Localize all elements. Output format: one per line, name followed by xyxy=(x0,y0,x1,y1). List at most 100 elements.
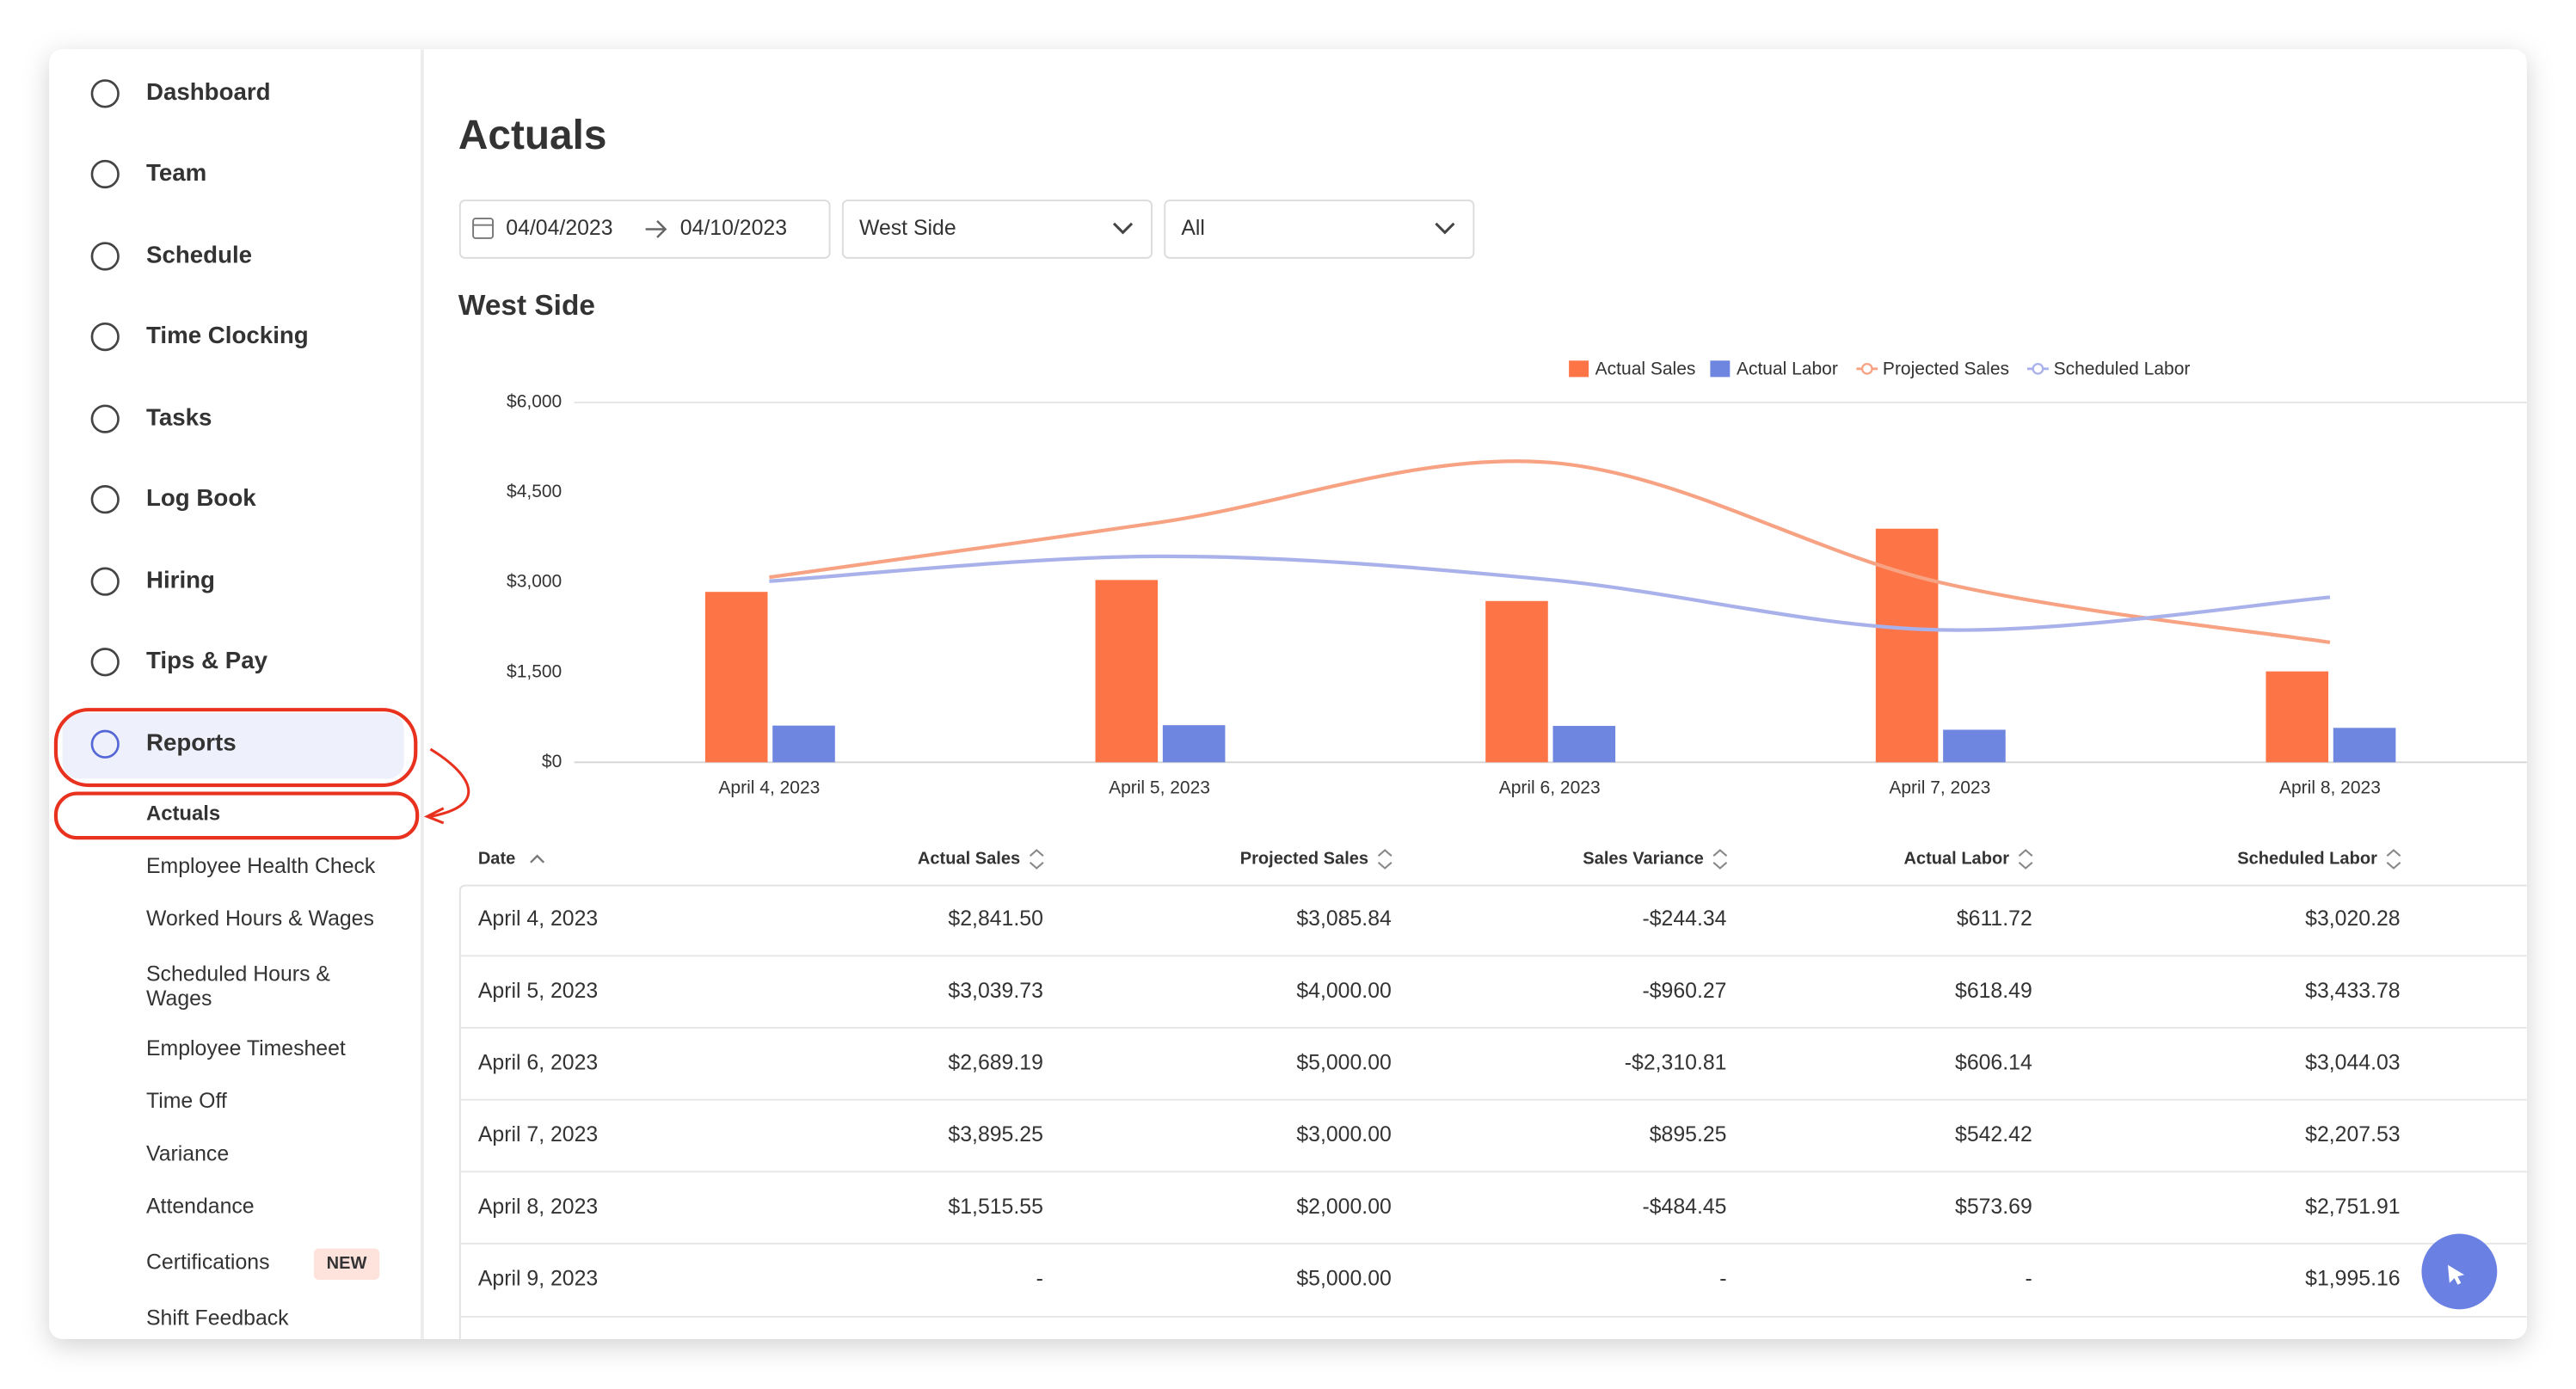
help-button[interactable] xyxy=(2421,1233,2498,1310)
table-body xyxy=(458,884,2527,1339)
nav-item[interactable]: Time Clocking xyxy=(146,322,309,348)
table-cell: $3,895.25 xyxy=(948,1123,1042,1146)
location-value: West Side xyxy=(859,217,956,240)
filter-select[interactable] xyxy=(1164,200,1475,259)
table-cell: $3,085.84 xyxy=(1296,907,1392,931)
nav-icon xyxy=(90,567,120,596)
page-title: Actuals xyxy=(458,113,606,158)
table-cell: April 7, 2023 xyxy=(478,1123,598,1146)
column-header[interactable]: Actual Labor xyxy=(1903,849,2009,868)
legend-marker xyxy=(2032,362,2044,375)
sub-nav-item[interactable]: Certifications xyxy=(146,1251,270,1274)
nav-item[interactable]: Log Book xyxy=(146,484,256,511)
x-tick-label: April 5, 2023 xyxy=(1109,777,1210,797)
legend-marker xyxy=(1860,362,1873,375)
sub-nav-item[interactable]: Attendance xyxy=(146,1195,255,1218)
sub-nav-text: Scheduled Hours & Wages xyxy=(145,961,330,1011)
chart: $0 $1,500 $3,000 $4,500 $6,000 April 4, 2023 A… xyxy=(507,359,2527,797)
nav-icon xyxy=(90,242,120,271)
bar xyxy=(1943,729,2006,763)
table-cell: April 5, 2023 xyxy=(478,980,598,1003)
line-series xyxy=(769,459,2331,644)
y-tick-label: $6,000 xyxy=(507,392,562,412)
bar xyxy=(772,725,835,763)
table-cell: $3,000.00 xyxy=(1296,1123,1391,1146)
legend-swatch xyxy=(1710,360,1731,378)
x-tick-label: April 4, 2023 xyxy=(718,777,820,797)
nav-icon xyxy=(90,485,120,514)
table-cell: -$484.45 xyxy=(1642,1195,1726,1219)
nav-item[interactable]: Team xyxy=(146,159,206,186)
column-header[interactable]: Scheduled Labor xyxy=(2237,849,2377,868)
table-cell: $1,995.16 xyxy=(2305,1268,2400,1291)
table-cell: -$2,310.81 xyxy=(1625,1052,1727,1075)
sort-icon xyxy=(1712,849,1728,870)
column-header[interactable]: Actual Sales xyxy=(918,849,1020,868)
nav-icon xyxy=(90,159,120,189)
nav-item[interactable]: Dashboard xyxy=(146,78,271,105)
table-cell: $3,020.28 xyxy=(2305,907,2400,931)
bar xyxy=(2266,671,2329,763)
sub-nav-item[interactable]: Variance xyxy=(146,1142,229,1165)
date-range-picker[interactable] xyxy=(458,200,831,259)
annotation-ring xyxy=(53,708,418,788)
range-arrow xyxy=(645,220,667,238)
table-cell: $2,207.53 xyxy=(2305,1123,2400,1146)
sub-nav-item[interactable]: Employee Timesheet xyxy=(146,1037,346,1060)
location-select[interactable] xyxy=(841,200,1153,259)
table-cell: $573.69 xyxy=(1955,1195,2032,1219)
nav-item[interactable]: Tips & Pay xyxy=(146,647,268,673)
table-cell: - xyxy=(1036,1268,1043,1291)
legend-label: Projected Sales xyxy=(1883,359,2009,378)
legend-label: Actual Labor xyxy=(1737,359,1838,378)
legend-label: Actual Sales xyxy=(1595,359,1696,378)
table-cell: - xyxy=(1719,1268,1726,1291)
calendar-icon xyxy=(472,218,494,239)
nav-item[interactable]: Tasks xyxy=(146,403,212,430)
bar xyxy=(1485,600,1548,763)
sub-nav-item[interactable]: Worked Hours & Wages xyxy=(146,907,374,931)
table-cell: $2,751.91 xyxy=(2305,1195,2400,1219)
table-cell: April 9, 2023 xyxy=(478,1268,598,1291)
sub-nav-item[interactable]: Shift Feedback xyxy=(146,1306,289,1330)
sub-nav-item[interactable]: Actuals xyxy=(146,802,220,826)
nav-item[interactable]: Schedule xyxy=(146,241,252,267)
bar xyxy=(704,592,768,763)
nav-item[interactable]: Reports xyxy=(146,729,237,756)
table-cell: $2,841.50 xyxy=(948,907,1042,931)
bar xyxy=(1162,725,1226,763)
sub-nav-item[interactable]: Employee Health Check xyxy=(146,855,376,878)
y-tick-label: $0 xyxy=(542,752,562,771)
table-cell: -$244.34 xyxy=(1642,907,1726,931)
app-content: Dashboard Team Schedule Time Clocking Tasks L… xyxy=(49,49,2527,1339)
nav-icon xyxy=(90,404,120,433)
filter-value: All xyxy=(1181,217,1205,240)
table-cell: -$960.27 xyxy=(1642,980,1726,1003)
table-cell: $895.25 xyxy=(1650,1123,1727,1146)
nav-item[interactable]: Hiring xyxy=(146,566,215,593)
column-header[interactable]: Projected Sales xyxy=(1240,849,1368,868)
sub-nav-item[interactable]: Time Off xyxy=(146,1090,227,1113)
y-tick-label: $4,500 xyxy=(507,482,562,501)
table-cell: $618.49 xyxy=(1955,980,2032,1003)
table-cell: $1,515.55 xyxy=(948,1195,1042,1219)
table-cell: $611.72 xyxy=(1957,907,2032,931)
table-cell: $3,044.03 xyxy=(2305,1052,2400,1075)
badge: NEW xyxy=(327,1254,367,1273)
table-cell: April 6, 2023 xyxy=(478,1052,598,1075)
column-header[interactable]: Date xyxy=(478,849,515,868)
x-tick-label: April 8, 2023 xyxy=(2279,777,2381,797)
column-header[interactable]: Sales Variance xyxy=(1583,849,1703,868)
sub-nav-item[interactable]: Scheduled Hours & Wages xyxy=(146,961,368,1017)
table-cell: $4,000.00 xyxy=(1296,980,1391,1003)
sort-icon xyxy=(2018,849,2033,870)
table-cell: $2,689.19 xyxy=(948,1052,1042,1075)
bar xyxy=(1552,726,1616,763)
x-tick-label: April 6, 2023 xyxy=(1499,777,1601,797)
annotation-arrow xyxy=(429,747,470,818)
x-tick-label: April 7, 2023 xyxy=(1889,777,1990,797)
bar xyxy=(1095,580,1159,763)
table-cell: $606.14 xyxy=(1955,1052,2032,1075)
